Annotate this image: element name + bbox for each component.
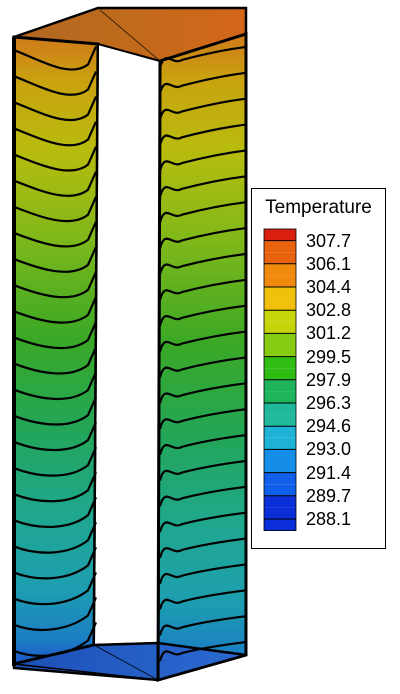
legend-swatch bbox=[264, 472, 296, 485]
contour-line bbox=[13, 371, 98, 401]
contour-line bbox=[158, 330, 247, 352]
legend-level-label: 294.6 bbox=[306, 416, 352, 437]
legend-swatch bbox=[264, 484, 296, 496]
legend-swatch bbox=[264, 519, 296, 531]
contour-line bbox=[158, 252, 247, 275]
legend-swatch bbox=[264, 461, 296, 473]
legend-swatch bbox=[264, 507, 296, 519]
contour-line bbox=[158, 615, 247, 636]
contour-line bbox=[13, 221, 98, 248]
contour-line bbox=[158, 278, 247, 301]
legend-level-label: 288.1 bbox=[306, 509, 352, 529]
contour-line bbox=[158, 485, 247, 507]
contour-line bbox=[13, 196, 98, 223]
contour-line bbox=[13, 421, 98, 452]
legend-swatch bbox=[264, 391, 296, 403]
contour-line bbox=[13, 96, 98, 122]
contour-line bbox=[158, 589, 247, 610]
contour-line bbox=[158, 304, 247, 327]
contour-line bbox=[13, 596, 98, 631]
legend-level-label: 301.2 bbox=[306, 323, 352, 344]
legend-swatch bbox=[264, 229, 296, 241]
legend-level-label: 299.5 bbox=[306, 346, 352, 367]
contour-line bbox=[13, 471, 98, 503]
contour-line bbox=[13, 321, 98, 350]
right-wall bbox=[156, 31, 248, 682]
contour-lines bbox=[13, 45, 247, 662]
legend-swatch bbox=[264, 240, 296, 253]
legend-swatch bbox=[264, 379, 296, 392]
contour-line bbox=[13, 571, 98, 606]
legend-level-label: 307.7 bbox=[306, 230, 352, 251]
left-wall bbox=[12, 35, 100, 666]
contour-line bbox=[13, 546, 98, 580]
contour-line bbox=[158, 175, 247, 198]
contour-line bbox=[13, 346, 98, 375]
contour-line bbox=[13, 246, 98, 273]
contour-line bbox=[158, 408, 247, 430]
legend-swatch bbox=[264, 310, 296, 322]
contour-line bbox=[13, 396, 98, 426]
legend-swatch bbox=[264, 298, 296, 311]
contour-line bbox=[13, 496, 98, 529]
contour-line bbox=[158, 97, 247, 120]
contour-line bbox=[13, 121, 98, 147]
legend-level-label: 302.8 bbox=[306, 300, 352, 321]
legend-swatch bbox=[264, 252, 296, 264]
legend-level-label: 297.9 bbox=[306, 369, 352, 390]
legend-swatch bbox=[264, 437, 296, 450]
legend-colorbar bbox=[263, 228, 297, 532]
legend-swatch bbox=[264, 356, 296, 369]
legend-swatch bbox=[264, 275, 296, 287]
legend-swatch bbox=[264, 368, 296, 380]
contour-line bbox=[13, 46, 98, 71]
contour-line bbox=[158, 226, 247, 249]
legend-swatch bbox=[264, 321, 296, 334]
legend-swatch bbox=[264, 263, 296, 276]
legend-level-label: 304.4 bbox=[306, 277, 352, 297]
contour-line bbox=[158, 563, 247, 585]
legend-level-label: 296.3 bbox=[306, 393, 352, 413]
legend-level-label: 289.7 bbox=[306, 485, 352, 506]
contour-line bbox=[13, 521, 98, 554]
legend-swatch bbox=[264, 345, 296, 357]
contour-line bbox=[158, 71, 247, 94]
contour-line bbox=[158, 640, 247, 662]
contour-line bbox=[13, 146, 98, 172]
legend-swatch bbox=[264, 403, 296, 415]
contour-line bbox=[158, 45, 247, 69]
legend-level-label: 293.0 bbox=[306, 439, 352, 460]
legend-title: Temperature bbox=[265, 197, 372, 218]
legend-swatch bbox=[264, 449, 296, 461]
legend-level-label: 306.1 bbox=[306, 253, 352, 274]
legend-swatch bbox=[264, 495, 296, 508]
legend-swatch bbox=[264, 287, 296, 299]
legend-level-label: 291.4 bbox=[306, 462, 352, 483]
contour-line bbox=[13, 71, 98, 96]
legend-colorbar-frame bbox=[263, 228, 297, 532]
contour-line bbox=[13, 622, 98, 657]
contour-line bbox=[158, 382, 247, 404]
contour-line bbox=[158, 149, 247, 172]
contour-line bbox=[158, 537, 247, 559]
contour-line bbox=[158, 356, 247, 378]
contour-line bbox=[158, 459, 247, 481]
contour-line bbox=[13, 446, 98, 477]
contour-line bbox=[13, 271, 98, 299]
inner-opening bbox=[92, 42, 162, 647]
contour-line bbox=[13, 296, 98, 324]
legend-swatch bbox=[264, 426, 296, 438]
temperature-legend: Temperature 307.7 306.1 304.4 302.8 301.2 299… bbox=[251, 188, 386, 549]
legend-swatch bbox=[264, 414, 296, 427]
legend-swatch bbox=[264, 333, 296, 345]
contour-line bbox=[158, 433, 247, 456]
contour-line bbox=[13, 171, 98, 197]
contour-line bbox=[158, 511, 247, 533]
contour-line bbox=[158, 201, 247, 223]
contour-line bbox=[158, 123, 247, 146]
